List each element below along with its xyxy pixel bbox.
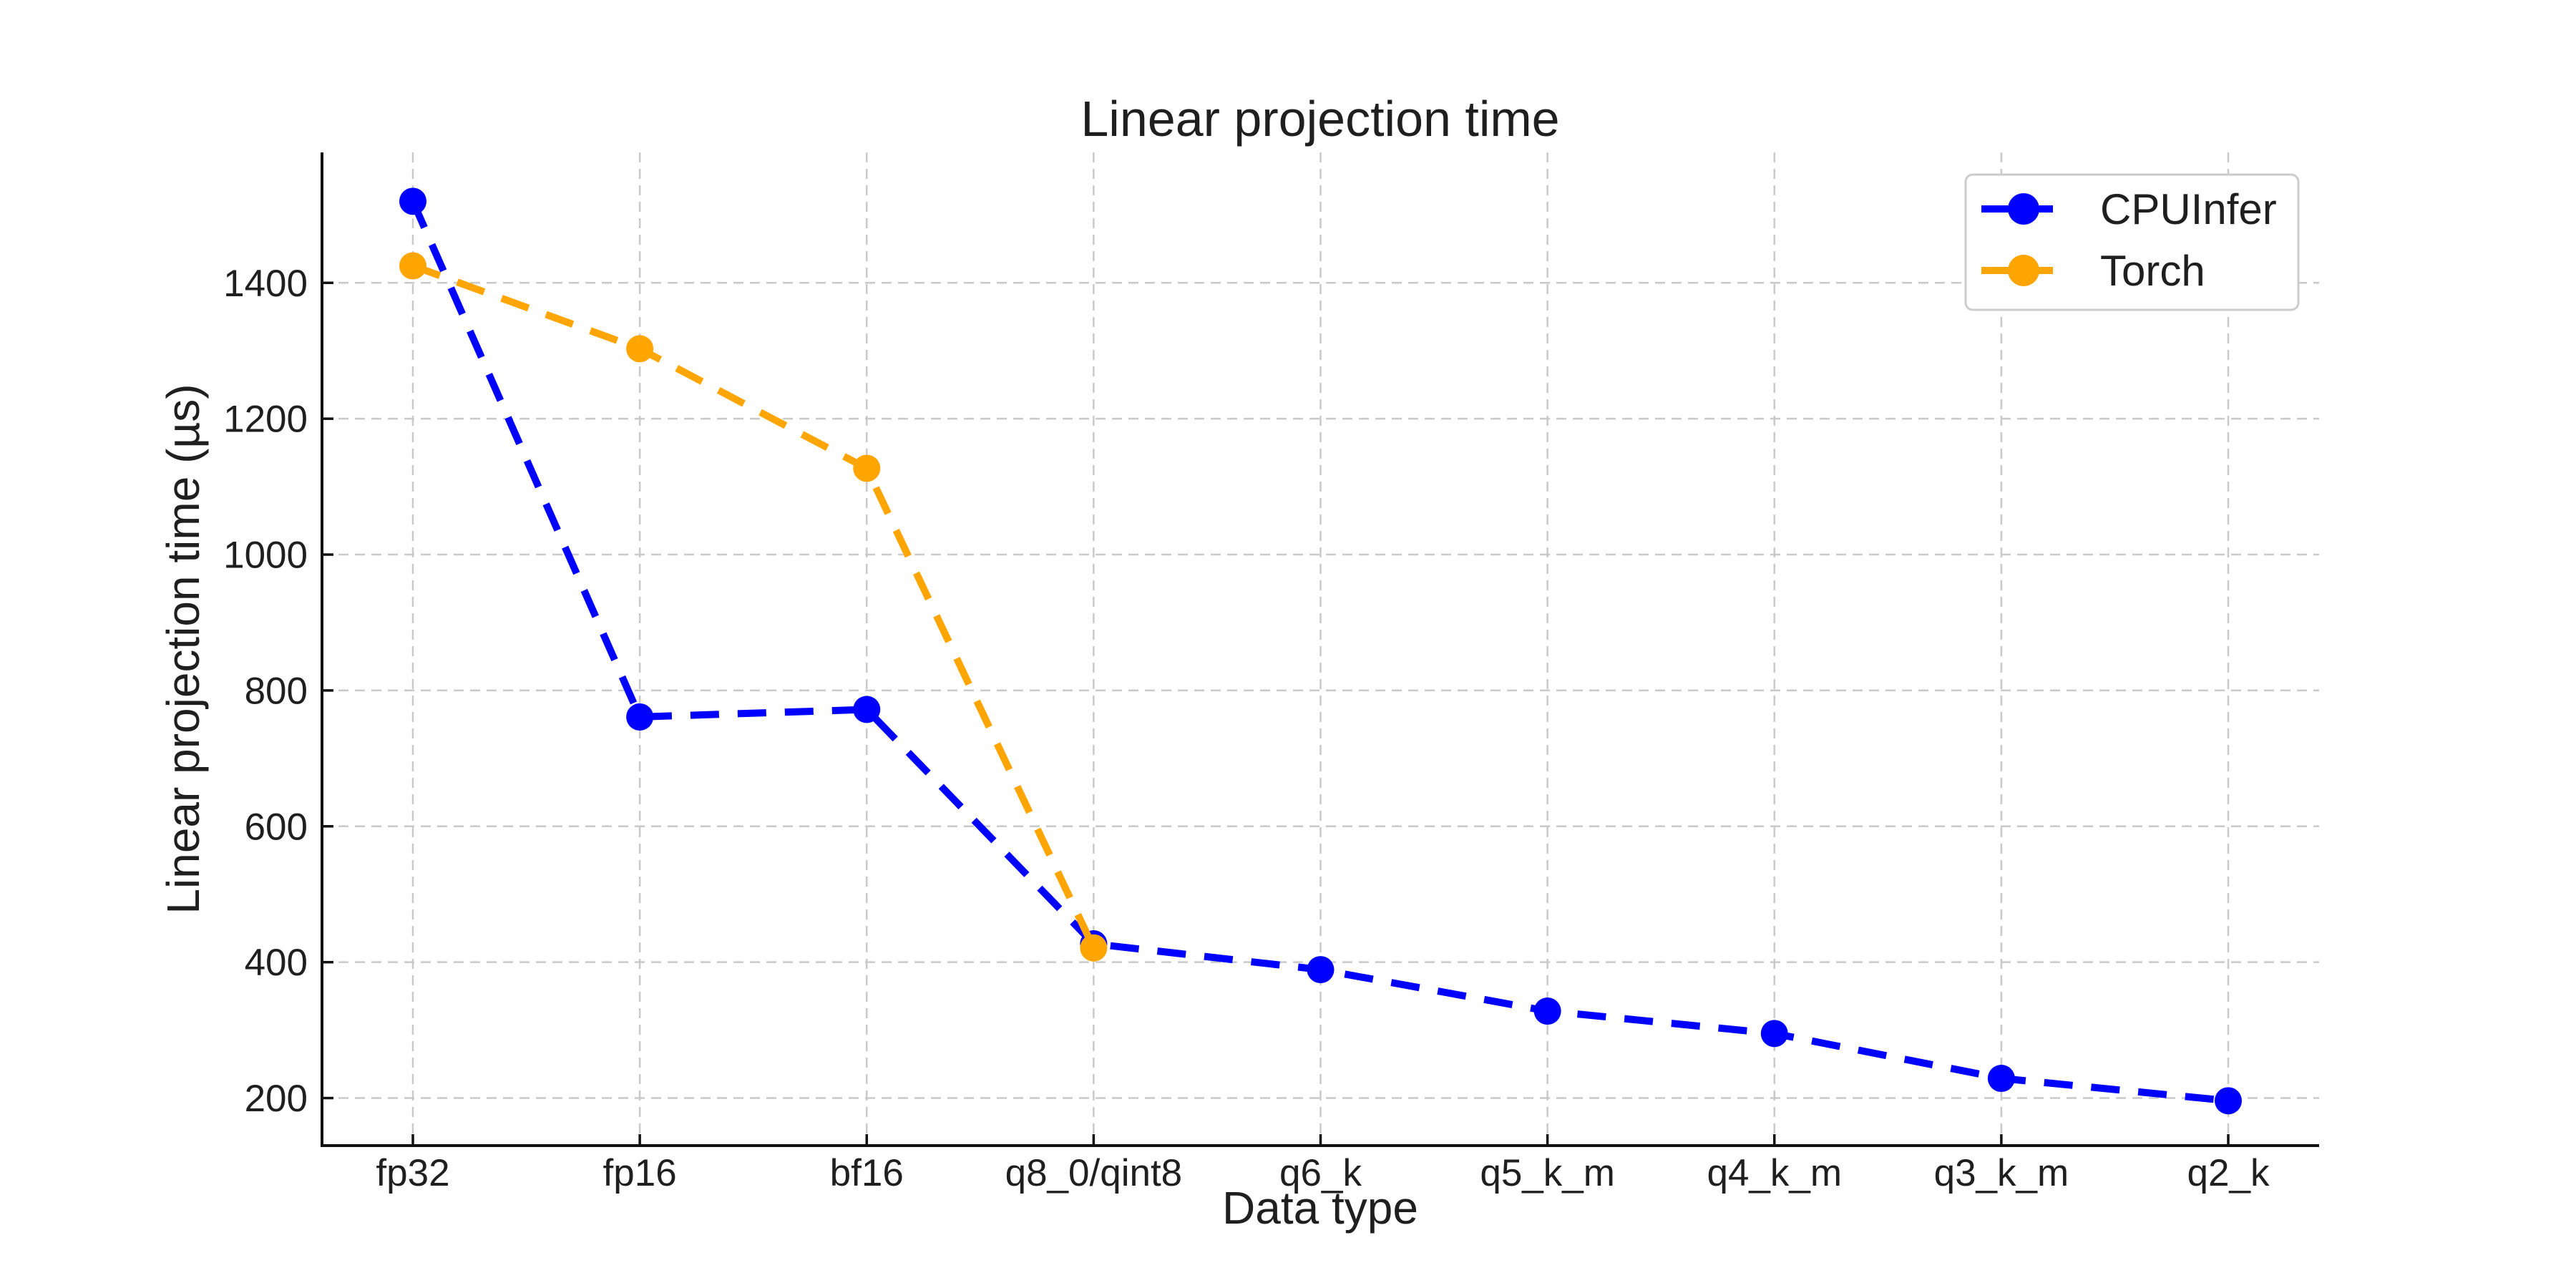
chart-title: Linear projection time: [1080, 91, 1559, 147]
y-tick-label: 800: [245, 670, 308, 712]
data-point: [626, 335, 654, 363]
data-point: [399, 187, 426, 215]
y-axis-label: Linear projection time (µs): [157, 384, 209, 914]
y-tick-label: 1200: [223, 399, 308, 441]
data-point: [626, 703, 654, 731]
data-point: [1080, 934, 1108, 962]
x-tick-label: bf16: [830, 1152, 904, 1194]
y-tick-label: 200: [245, 1078, 308, 1120]
x-tick-label: q8_0/qint8: [1005, 1152, 1183, 1194]
tick-marks: [322, 281, 2230, 1146]
data-point: [1533, 997, 1561, 1025]
y-tick-label: 600: [245, 806, 308, 848]
series-torch: [399, 252, 1108, 962]
legend-label: Torch: [2100, 247, 2205, 295]
x-tick-label: fp32: [376, 1152, 449, 1194]
x-tick-label: q5_k_m: [1480, 1152, 1615, 1194]
y-tick-label: 1000: [223, 535, 308, 577]
legend-marker: [2008, 193, 2039, 225]
legend-marker: [2008, 255, 2039, 286]
x-tick-label: q2_k: [2187, 1152, 2270, 1194]
legend: CPUInfer Torch: [1964, 173, 2300, 311]
data-point: [853, 454, 881, 482]
x-axis-label: Data type: [1222, 1182, 1418, 1234]
y-tick-label: 400: [245, 942, 308, 984]
data-point: [399, 252, 426, 280]
x-tick-label: fp16: [603, 1152, 677, 1194]
x-tick-label: q6_k: [1279, 1152, 1362, 1194]
data-point: [853, 696, 881, 723]
data-point: [1760, 1020, 1788, 1048]
data-point: [1987, 1065, 2015, 1093]
tick-labels: 200 400 600 800 1000 1200 1400 fp32 fp16 bf16 q8_0…: [223, 263, 2270, 1194]
x-tick-label: q3_k_m: [1934, 1152, 2069, 1194]
legend-item-cpuinfer: CPUInfer: [1981, 185, 2277, 233]
data-point: [2215, 1087, 2242, 1115]
legend-label: CPUInfer: [2100, 185, 2277, 233]
x-tick-label: q4_k_m: [1707, 1152, 1842, 1194]
y-tick-label: 1400: [223, 263, 308, 305]
legend-item-torch: Torch: [1981, 247, 2205, 295]
data-point: [1307, 956, 1335, 984]
series-line-torch: [411, 262, 1097, 950]
